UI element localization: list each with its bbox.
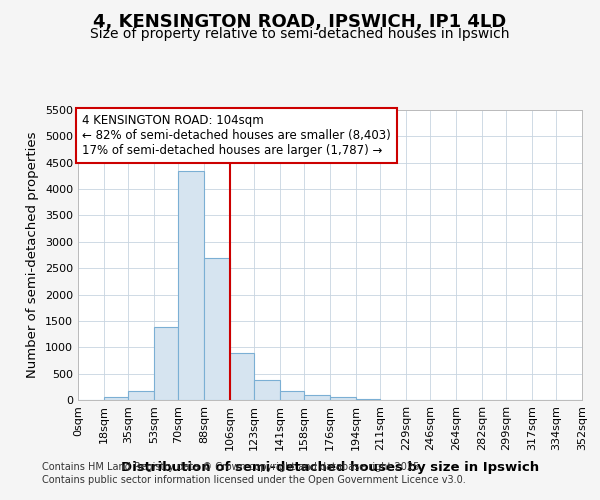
- X-axis label: Distribution of semi-detached houses by size in Ipswich: Distribution of semi-detached houses by …: [121, 461, 539, 474]
- Bar: [178, 170, 204, 400]
- Bar: [204, 258, 230, 400]
- Text: 4 KENSINGTON ROAD: 104sqm
← 82% of semi-detached houses are smaller (8,403)
17% : 4 KENSINGTON ROAD: 104sqm ← 82% of semi-…: [82, 114, 391, 158]
- Bar: [280, 391, 304, 400]
- Bar: [128, 391, 154, 400]
- Text: 4, KENSINGTON ROAD, IPSWICH, IP1 4LD: 4, KENSINGTON ROAD, IPSWICH, IP1 4LD: [94, 12, 506, 30]
- Text: Contains HM Land Registry data © Crown copyright and database right 2025.: Contains HM Land Registry data © Crown c…: [42, 462, 422, 472]
- Bar: [254, 380, 280, 400]
- Text: Contains public sector information licensed under the Open Government Licence v3: Contains public sector information licen…: [42, 475, 466, 485]
- Bar: [154, 327, 178, 400]
- Bar: [230, 352, 254, 400]
- Bar: [304, 394, 330, 400]
- Y-axis label: Number of semi-detached properties: Number of semi-detached properties: [26, 132, 40, 378]
- Bar: [104, 398, 128, 400]
- Text: Size of property relative to semi-detached houses in Ipswich: Size of property relative to semi-detach…: [90, 27, 510, 41]
- Bar: [330, 396, 356, 400]
